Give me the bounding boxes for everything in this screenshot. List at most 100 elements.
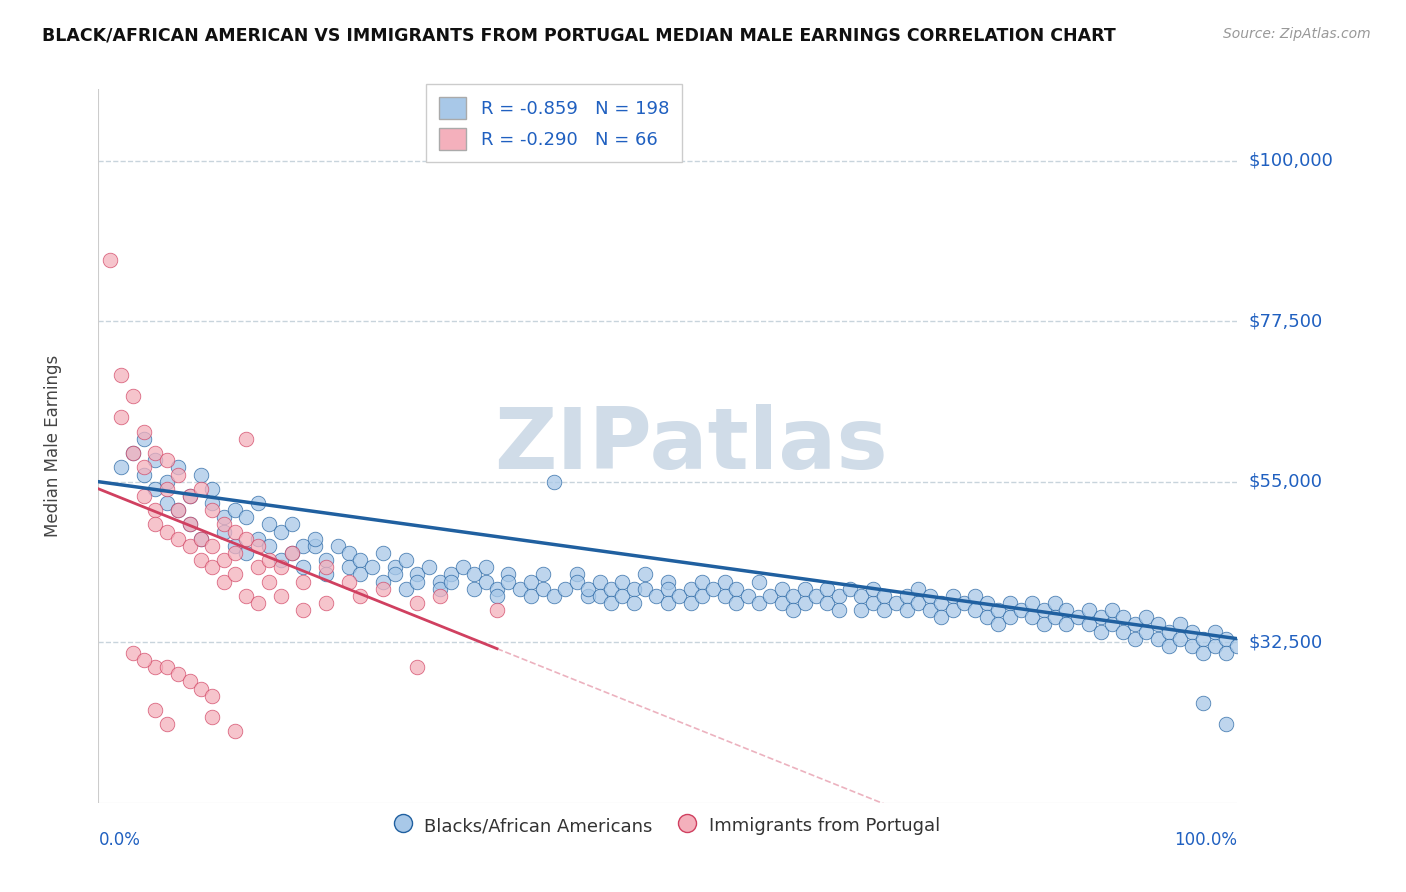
Point <box>179 674 201 689</box>
Point <box>565 574 588 589</box>
Point <box>212 524 235 539</box>
Point <box>690 574 713 589</box>
Point <box>121 446 143 460</box>
Point <box>156 717 179 731</box>
Point <box>315 553 337 567</box>
Point <box>690 589 713 603</box>
Point <box>212 517 235 532</box>
Point <box>759 589 782 603</box>
Point <box>224 546 246 560</box>
Point <box>1101 617 1123 632</box>
Point <box>1123 632 1146 646</box>
Point <box>588 574 610 589</box>
Point <box>371 546 394 560</box>
Point <box>121 446 143 460</box>
Point <box>748 574 770 589</box>
Point <box>1123 617 1146 632</box>
Point <box>634 582 657 596</box>
Point <box>429 582 451 596</box>
Point <box>1010 603 1032 617</box>
Point <box>156 660 179 674</box>
Point <box>270 589 292 603</box>
Point <box>190 553 212 567</box>
Point <box>1112 624 1135 639</box>
Point <box>634 567 657 582</box>
Point <box>246 496 269 510</box>
Point <box>337 560 360 574</box>
Point <box>201 539 224 553</box>
Point <box>190 532 212 546</box>
Point <box>224 503 246 517</box>
Point <box>406 596 429 610</box>
Point <box>440 567 463 582</box>
Point <box>1204 624 1226 639</box>
Point <box>190 681 212 696</box>
Point <box>349 567 371 582</box>
Point <box>429 574 451 589</box>
Point <box>851 603 873 617</box>
Point <box>167 503 190 517</box>
Point <box>1135 610 1157 624</box>
Point <box>110 410 132 425</box>
Point <box>212 553 235 567</box>
Point <box>304 532 326 546</box>
Point <box>145 517 167 532</box>
Point <box>737 589 759 603</box>
Point <box>1021 596 1043 610</box>
Point <box>132 460 155 475</box>
Point <box>862 596 884 610</box>
Point <box>167 467 190 482</box>
Point <box>156 453 179 467</box>
Point <box>1090 624 1112 639</box>
Point <box>201 496 224 510</box>
Point <box>896 589 918 603</box>
Point <box>156 496 179 510</box>
Point <box>418 560 440 574</box>
Point <box>406 567 429 582</box>
Point <box>976 610 998 624</box>
Point <box>212 574 235 589</box>
Point <box>179 489 201 503</box>
Point <box>270 524 292 539</box>
Point <box>918 589 941 603</box>
Point <box>201 560 224 574</box>
Point <box>463 567 485 582</box>
Text: ZIPatlas: ZIPatlas <box>494 404 887 488</box>
Point <box>201 710 224 724</box>
Point <box>98 253 121 268</box>
Point <box>1067 610 1090 624</box>
Point <box>1101 603 1123 617</box>
Point <box>145 503 167 517</box>
Point <box>1215 646 1237 660</box>
Point <box>304 539 326 553</box>
Point <box>156 482 179 496</box>
Point <box>543 475 565 489</box>
Point <box>862 582 884 596</box>
Point <box>998 596 1021 610</box>
Point <box>259 517 281 532</box>
Point <box>1054 603 1078 617</box>
Point <box>600 596 623 610</box>
Point <box>224 524 246 539</box>
Point <box>828 589 851 603</box>
Point <box>987 617 1010 632</box>
Point <box>907 582 929 596</box>
Text: $100,000: $100,000 <box>1249 152 1333 169</box>
Point <box>360 560 382 574</box>
Point <box>907 596 929 610</box>
Point <box>998 610 1021 624</box>
Point <box>1226 639 1249 653</box>
Point <box>440 574 463 589</box>
Point <box>224 724 246 739</box>
Point <box>612 589 634 603</box>
Point <box>132 425 155 439</box>
Point <box>929 610 952 624</box>
Point <box>942 603 965 617</box>
Point <box>804 589 827 603</box>
Point <box>520 574 543 589</box>
Point <box>235 589 257 603</box>
Point <box>1146 632 1168 646</box>
Point <box>1078 617 1101 632</box>
Point <box>1192 646 1215 660</box>
Text: BLACK/AFRICAN AMERICAN VS IMMIGRANTS FROM PORTUGAL MEDIAN MALE EARNINGS CORRELAT: BLACK/AFRICAN AMERICAN VS IMMIGRANTS FRO… <box>42 27 1116 45</box>
